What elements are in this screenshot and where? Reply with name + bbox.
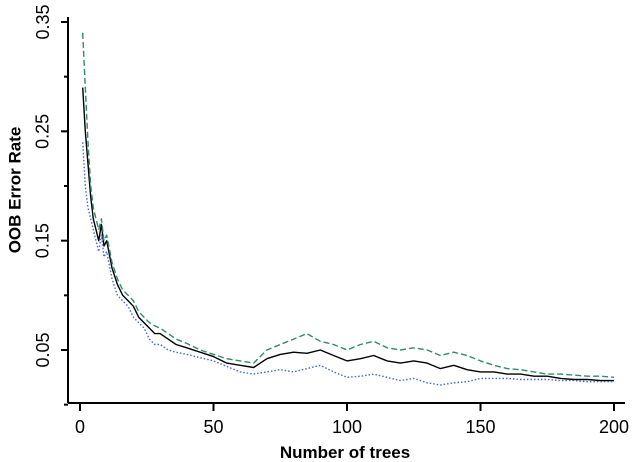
series-line-dotted: [82, 142, 614, 386]
series-line-solid: [82, 87, 614, 382]
x-tick-label: 200: [599, 417, 629, 437]
series-line-dashed: [82, 32, 615, 378]
y-tick-label: 0.15: [33, 223, 53, 258]
x-tick-label: 150: [465, 417, 495, 437]
x-axis-title: Number of trees: [280, 443, 410, 462]
tick-labels: 0.05 0.15 0.25 0.35 0 50 100 150 200: [33, 4, 629, 437]
y-tick-label: 0.35: [33, 4, 53, 39]
x-tick-label: 100: [332, 417, 362, 437]
y-tick-label: 0.25: [33, 114, 53, 149]
y-tick-label: 0.05: [33, 332, 53, 367]
x-tick-label: 50: [203, 417, 223, 437]
series-layer: [82, 32, 615, 386]
y-axis-title: OOB Error Rate: [5, 127, 24, 254]
axes: [61, 17, 625, 411]
x-tick-label: 0: [75, 417, 85, 437]
